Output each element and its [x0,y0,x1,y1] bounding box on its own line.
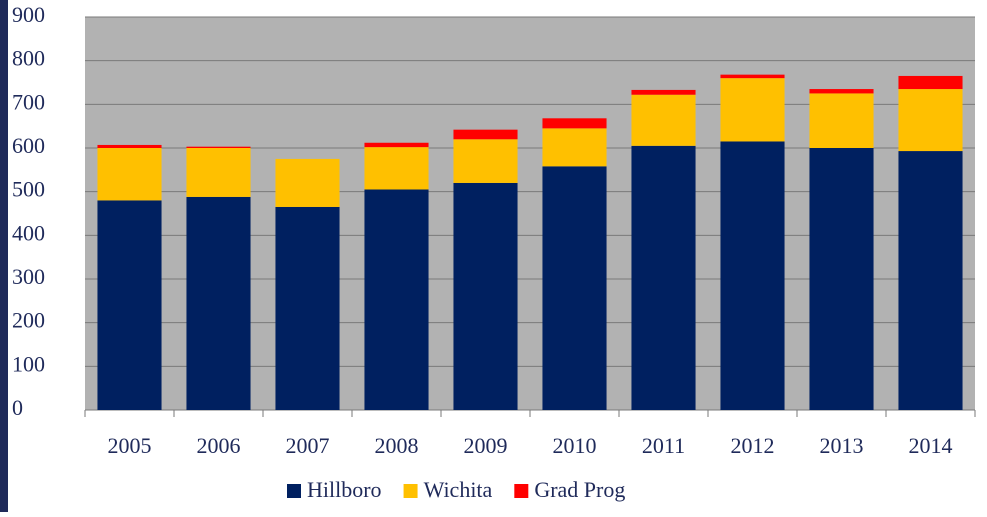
bar-segment [809,148,874,410]
x-tick-label: 2006 [197,433,241,458]
x-tick-label: 2009 [464,433,508,458]
bar-segment [898,89,963,152]
bar-segment [453,129,518,140]
bar-segment [720,141,785,410]
y-tick-label: 700 [12,89,45,114]
bar-segment [898,75,963,90]
x-tick-label: 2008 [375,433,419,458]
bar-segment [720,74,785,79]
legend-label: Hillboro [307,477,382,502]
bar-segment [631,94,696,146]
bar-segment [364,189,429,410]
bar-segment [186,148,251,197]
bar-segment [275,206,340,410]
legend-swatch [514,484,529,498]
y-tick-label: 100 [12,351,45,376]
bar-segment [364,142,429,148]
legend-label: Wichita [424,477,493,502]
bar-segment [720,78,785,142]
y-tick-label: 300 [12,264,45,289]
bar-segment [186,146,251,148]
y-tick-label: 400 [12,220,45,245]
y-tick-label: 800 [12,46,45,71]
bar-segment [809,93,874,148]
y-tick-label: 0 [12,395,23,420]
bar-segment [542,128,607,167]
side-strip [0,0,8,512]
bar-segment [364,147,429,190]
y-tick-label: 500 [12,177,45,202]
bar-segment [542,118,607,129]
bar-segment [186,196,251,410]
bar-segment [631,145,696,411]
x-tick-label: 2005 [108,433,152,458]
x-tick-label: 2010 [553,433,597,458]
legend-swatch [403,484,418,498]
bar-segment [542,166,607,410]
x-tick-label: 2011 [642,433,685,458]
bar-segment [97,144,162,148]
bar-segment [898,151,963,410]
legend-swatch [287,484,301,498]
y-tick-label: 900 [12,2,45,27]
x-tick-label: 2014 [909,433,953,458]
bar-segment [809,89,874,94]
x-tick-label: 2013 [820,433,864,458]
bar-segment [453,139,518,183]
bar-segment [631,89,696,95]
x-tick-label: 2012 [731,433,775,458]
y-tick-label: 600 [12,133,45,158]
x-tick-label: 2007 [286,433,330,458]
y-tick-label: 200 [12,308,45,333]
legend-label: Grad Prog [534,477,625,502]
bar-segment [97,200,162,410]
bar-segment [453,182,518,410]
bar-segment [275,158,340,207]
bar-segment [97,148,162,201]
